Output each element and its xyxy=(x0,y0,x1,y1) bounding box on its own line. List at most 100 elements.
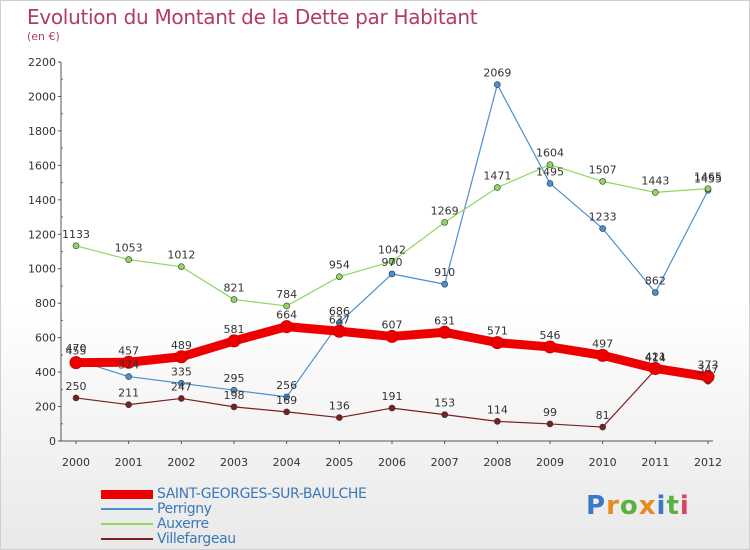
data-label: 250 xyxy=(66,380,87,393)
data-point xyxy=(336,273,343,280)
y-tick-label: 800 xyxy=(35,297,56,310)
x-tick-label: 2004 xyxy=(273,456,301,469)
data-point xyxy=(280,320,294,334)
data-label: 114 xyxy=(487,403,508,416)
chart-subtitle: (en €) xyxy=(27,30,60,43)
data-label: 1455 xyxy=(694,172,722,185)
logo-letter: o xyxy=(619,491,639,521)
x-tick-label: 2001 xyxy=(115,456,143,469)
data-label: 607 xyxy=(382,318,403,331)
legend-label: Perrigny xyxy=(157,501,212,517)
data-point xyxy=(599,178,606,185)
x-tick-label: 2003 xyxy=(220,456,248,469)
legend-item: SAINT-GEORGES-SUR-BAULCHE xyxy=(101,486,367,502)
data-label: 247 xyxy=(171,380,192,393)
logo-letter: P xyxy=(586,491,607,521)
y-tick-label: 2200 xyxy=(28,56,56,69)
x-tick-label: 2000 xyxy=(62,456,90,469)
series-line-2 xyxy=(75,164,709,307)
data-label: 1495 xyxy=(536,165,564,178)
data-label: 1471 xyxy=(483,170,511,183)
data-point xyxy=(227,334,241,348)
logo-letter: i xyxy=(679,491,690,521)
data-label: 631 xyxy=(434,314,455,327)
y-tick-label: 1600 xyxy=(28,159,56,172)
logo-letter: r xyxy=(606,491,620,521)
data-label: 862 xyxy=(645,275,666,288)
data-label: 497 xyxy=(592,337,613,350)
data-point xyxy=(122,355,136,369)
data-point xyxy=(494,81,501,88)
data-label: 489 xyxy=(171,339,192,352)
data-point xyxy=(546,161,554,168)
data-label: 664 xyxy=(276,309,297,322)
data-point xyxy=(174,350,188,364)
data-label: 373 xyxy=(698,359,719,372)
x-tick-label: 2008 xyxy=(483,456,511,469)
y-tick-label: 1800 xyxy=(28,125,56,138)
data-point xyxy=(599,225,606,232)
data-point xyxy=(490,336,504,350)
x-tick-label: 2002 xyxy=(167,456,195,469)
legend-label: Auxerre xyxy=(157,516,209,532)
data-point xyxy=(704,185,712,192)
proxiti-logo: Proxiti xyxy=(586,491,690,521)
data-label: 1604 xyxy=(536,147,564,160)
data-point xyxy=(652,189,659,196)
data-label: 457 xyxy=(118,344,139,357)
chart-title: Evolution du Montant de la Dette par Hab… xyxy=(27,5,478,29)
data-label: 954 xyxy=(329,259,350,272)
legend-swatch xyxy=(101,489,153,499)
legend-swatch xyxy=(101,523,153,525)
data-point xyxy=(701,370,715,384)
legend-item: Perrigny xyxy=(101,501,212,517)
data-point xyxy=(336,414,343,421)
data-label: 821 xyxy=(224,282,245,295)
data-point xyxy=(230,403,238,411)
data-label: 1507 xyxy=(589,163,617,176)
data-label: 1269 xyxy=(431,204,459,217)
data-label: 1133 xyxy=(62,228,90,241)
data-label: 191 xyxy=(382,390,403,403)
data-point xyxy=(125,401,132,408)
data-point xyxy=(388,270,396,278)
data-label: 455 xyxy=(66,345,87,358)
y-tick-label: 2000 xyxy=(28,90,56,103)
data-point xyxy=(283,393,290,401)
legend-item: Villefargeau xyxy=(101,531,236,547)
data-label: 211 xyxy=(118,387,139,400)
data-label: 470 xyxy=(66,342,87,355)
data-point xyxy=(543,340,557,354)
data-label: 784 xyxy=(276,288,297,301)
y-tick-label: 1400 xyxy=(28,194,56,207)
data-point xyxy=(178,395,185,402)
data-label: 256 xyxy=(276,379,297,392)
data-point xyxy=(125,256,132,263)
data-label: 81 xyxy=(596,409,610,422)
data-point xyxy=(283,302,290,310)
data-label: 1012 xyxy=(167,249,195,262)
data-point xyxy=(388,258,396,265)
y-tick-label: 400 xyxy=(35,366,56,379)
data-point xyxy=(599,423,606,431)
x-tick-label: 2010 xyxy=(589,456,617,469)
x-tick-label: 2006 xyxy=(378,456,406,469)
legend-item: Auxerre xyxy=(101,516,209,532)
data-label: 335 xyxy=(171,365,192,378)
logo-letter: t xyxy=(666,491,680,521)
legend-label: Villefargeau xyxy=(157,531,236,547)
data-point xyxy=(178,263,185,270)
data-label: 421 xyxy=(645,350,666,363)
data-label: 1443 xyxy=(641,174,669,187)
data-label: 910 xyxy=(434,266,455,279)
data-label: 374 xyxy=(118,359,139,372)
data-point xyxy=(438,325,452,339)
data-point xyxy=(332,324,346,338)
y-tick-label: 1000 xyxy=(28,263,56,276)
data-label: 686 xyxy=(329,305,350,318)
data-point xyxy=(72,242,80,250)
data-label: 169 xyxy=(276,394,297,407)
legend-swatch xyxy=(101,508,153,510)
data-label: 571 xyxy=(487,325,508,338)
